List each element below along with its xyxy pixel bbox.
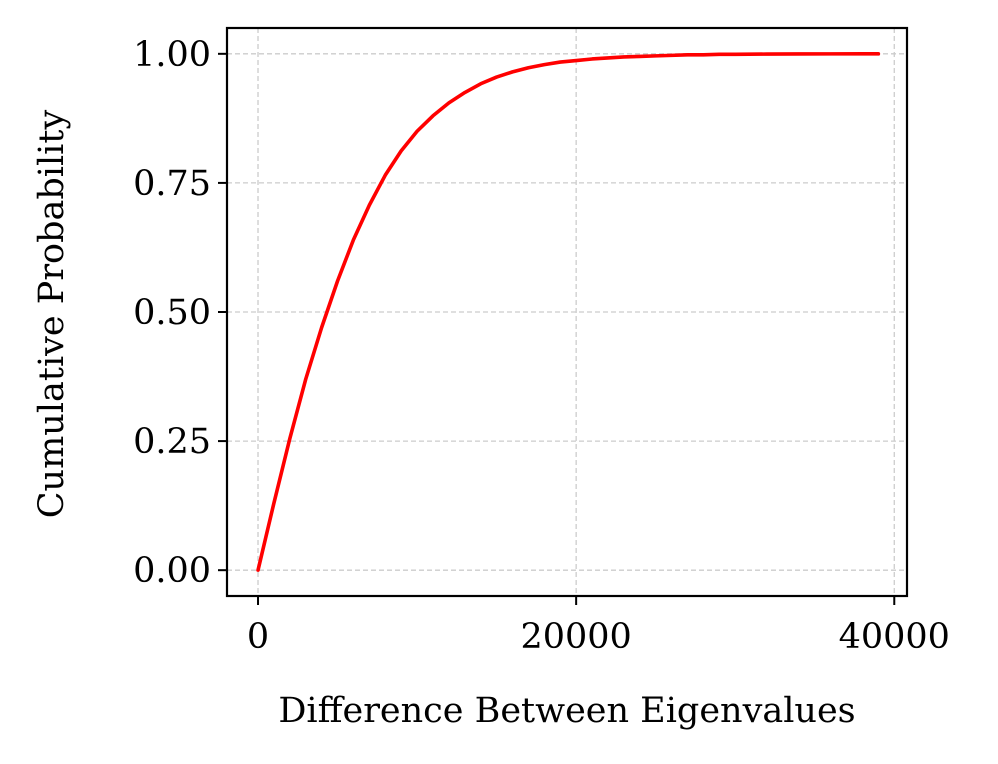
- grid: [227, 28, 907, 596]
- plot-area: [256, 52, 881, 572]
- y-tick-label: 0.00: [133, 551, 211, 591]
- ticks: 0 20000 40000 0.00 0.25 0.50 0.75 1.00: [133, 35, 950, 657]
- y-tick-label: 0.75: [133, 164, 211, 204]
- y-tick-label: 1.00: [133, 35, 211, 75]
- x-axis-title: Difference Between Eigenvalues: [278, 691, 855, 731]
- y-axis-title: Cumulative Probability: [32, 110, 72, 519]
- x-tick-label: 40000: [839, 617, 950, 657]
- x-tick-label: 20000: [520, 617, 631, 657]
- y-tick-label: 0.25: [133, 422, 211, 462]
- x-tick-label: 0: [247, 617, 269, 657]
- y-tick-label: 0.50: [133, 293, 211, 333]
- cdf-series-line: [256, 52, 881, 572]
